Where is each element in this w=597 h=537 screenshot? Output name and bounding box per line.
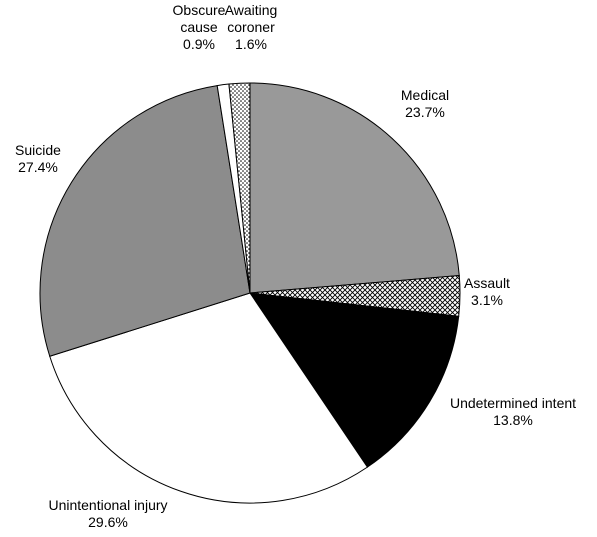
slice-label: Medical [401,87,449,103]
pie-slice [228,82,251,294]
slice-value-label: 13.8% [493,412,533,428]
slice-label: Unintentional injury [48,497,167,513]
slice-value-label: 29.6% [88,514,128,530]
slice-label: Assault [464,275,510,291]
pie-slice [249,82,460,294]
slice-label: Suicide [15,142,61,158]
slice-value-label: 27.4% [18,159,58,175]
pie-slice [49,292,369,504]
pie-slice [248,292,460,468]
slice-label: Undetermined intent [450,395,576,411]
slice-label: Awaiting coroner [225,2,278,35]
pie-slice [39,85,251,357]
slice-value-label: 3.1% [471,292,503,308]
slice-label: Obscure cause [173,2,226,35]
slice-value-label: 23.7% [405,104,445,120]
slice-value-label: 1.6% [235,36,267,52]
slice-value-label: 0.9% [183,36,215,52]
